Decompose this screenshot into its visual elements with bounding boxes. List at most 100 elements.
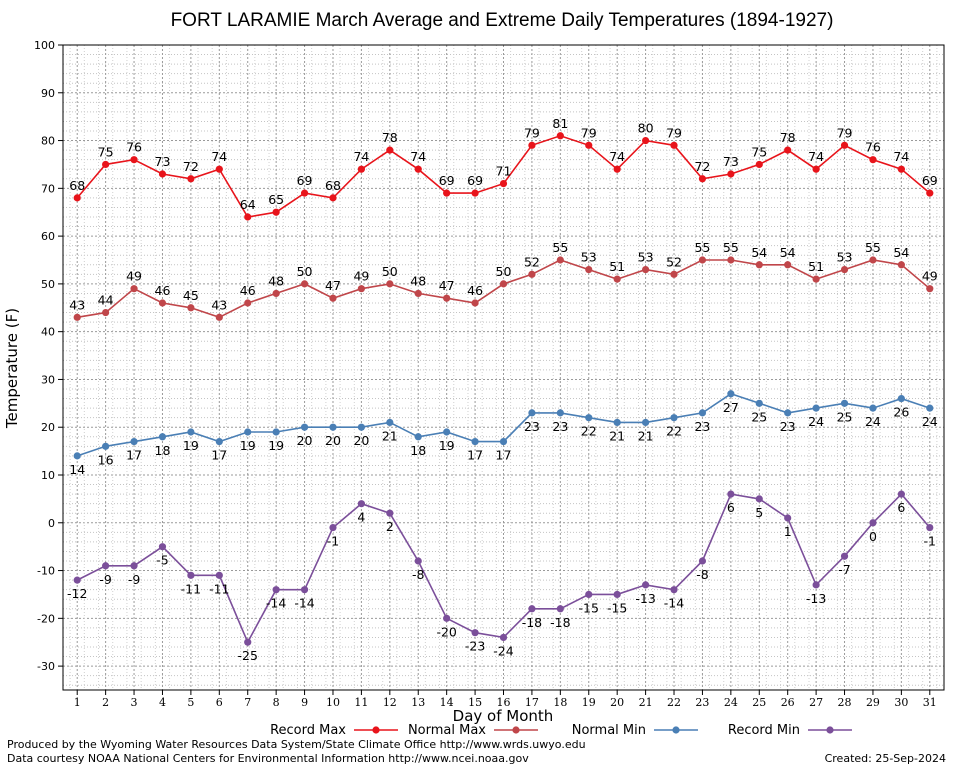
y-tick-label: -30 [37, 660, 55, 673]
normal-max-data-label: 49 [126, 269, 142, 284]
record-max-point [187, 175, 195, 183]
normal-min-point [130, 437, 138, 446]
record-min-data-label: 0 [869, 529, 877, 544]
normal-min-data-label: 16 [98, 452, 114, 467]
normal-max-data-label: 47 [439, 278, 455, 293]
normal-max-data-label: 51 [609, 259, 625, 274]
normal-min-data-label: 24 [922, 414, 938, 429]
normal-min-data-label: 20 [297, 433, 313, 448]
y-tick-label: 90 [41, 87, 55, 100]
record-max-data-label: 79 [581, 125, 597, 140]
normal-max-point [897, 261, 905, 269]
record-max-point [585, 141, 593, 149]
record-max-point [443, 189, 451, 197]
record-max-point [556, 132, 564, 140]
normal-max-point [585, 265, 593, 274]
normal-min-data-label: 21 [638, 428, 654, 443]
record-min-data-label: -14 [294, 596, 314, 611]
record-min-point [869, 519, 877, 527]
normal-min-point [443, 428, 451, 436]
normal-min-data-label: 19 [268, 438, 284, 453]
x-tick-label: 22 [667, 696, 681, 709]
record-max-point [499, 179, 508, 188]
record-max-data-label: 78 [780, 130, 796, 145]
record-min-point [215, 571, 223, 579]
record-min-point [755, 495, 763, 503]
x-tick-label: 14 [440, 696, 454, 709]
record-min-point [784, 514, 792, 522]
normal-min-data-label: 20 [353, 433, 369, 448]
legend-swatch-marker [512, 726, 520, 734]
normal-min-data-label: 22 [581, 424, 597, 439]
normal-max-point [727, 256, 735, 264]
normal-min-data-label: 26 [893, 405, 909, 420]
x-tick-label: 11 [354, 696, 368, 709]
normal-min-point [926, 404, 934, 412]
x-axis-label: Day of Month [453, 707, 554, 725]
normal-min-point [414, 433, 422, 441]
normal-min-point [869, 404, 877, 412]
record-min-point [727, 490, 735, 498]
record-max-data-label: 65 [268, 192, 284, 207]
record-max-data-label: 81 [552, 116, 568, 131]
normal-min-data-label: 23 [780, 419, 796, 434]
record-min-point [840, 552, 849, 560]
normal-min-data-label: 23 [552, 419, 568, 434]
normal-min-data-label: 19 [183, 438, 199, 453]
record-min-data-label: -18 [550, 615, 570, 630]
normal-min-point [897, 394, 905, 403]
normal-min-point [499, 437, 508, 446]
normal-max-point [812, 275, 820, 283]
normal-max-point [187, 304, 195, 312]
normal-max-data-label: 53 [581, 250, 597, 265]
normal-min-data-label: 21 [382, 428, 398, 443]
normal-max-data-label: 49 [922, 269, 938, 284]
normal-max-point [272, 289, 280, 298]
record-max-point [244, 213, 252, 221]
normal-max-point [443, 294, 451, 302]
record-min-data-label: -8 [412, 567, 425, 582]
record-min-point [130, 562, 138, 570]
x-tick-label: 19 [582, 696, 596, 709]
x-tick-label: 16 [497, 696, 511, 709]
produced-by-note: Produced by the Wyoming Water Resources … [7, 738, 586, 751]
normal-min-point [329, 423, 337, 431]
record-max-data-label: 75 [751, 144, 767, 159]
y-axis-label: Temperature (F) [3, 308, 21, 429]
record-max-data-label: 68 [325, 178, 341, 193]
record-min-data-label: -11 [181, 581, 201, 596]
normal-max-data-label: 44 [98, 293, 114, 308]
x-tick-label: 23 [695, 696, 709, 709]
record-min-data-label: 1 [784, 524, 792, 539]
record-max-point [727, 170, 735, 178]
normal-min-point [528, 409, 536, 417]
normal-max-data-label: 43 [69, 297, 85, 312]
record-min-data-label: -7 [838, 562, 850, 577]
x-tick-label: 5 [187, 696, 194, 709]
record-max-data-label: 73 [723, 154, 739, 169]
record-min-data-label: 5 [755, 505, 763, 520]
record-min-point [812, 581, 820, 589]
normal-min-point [585, 414, 593, 422]
record-max-point [130, 156, 138, 164]
legend-swatch-marker [372, 726, 380, 734]
normal-min-series: 14 16 17 18 19 17 19 19 20 20 20 21 18 19 17 17 23 23 22 21… [69, 390, 938, 477]
record-max-point [698, 175, 707, 183]
record-max-data-label: 74 [893, 149, 909, 164]
record-min-data-label: 6 [897, 500, 905, 515]
normal-min-point [244, 428, 252, 436]
record-min-point [926, 523, 934, 532]
x-tick-label: 17 [525, 696, 539, 709]
normal-min-data-label: 18 [155, 443, 171, 458]
record-max-point [471, 189, 479, 197]
record-min-point [386, 509, 394, 517]
legend-item-normal-max: Normal Max [408, 723, 538, 738]
record-max-data-label: 74 [808, 149, 824, 164]
record-min-point [613, 590, 621, 599]
normal-min-point [272, 428, 280, 436]
normal-max-data-label: 53 [837, 250, 853, 265]
normal-max-point [471, 299, 479, 307]
